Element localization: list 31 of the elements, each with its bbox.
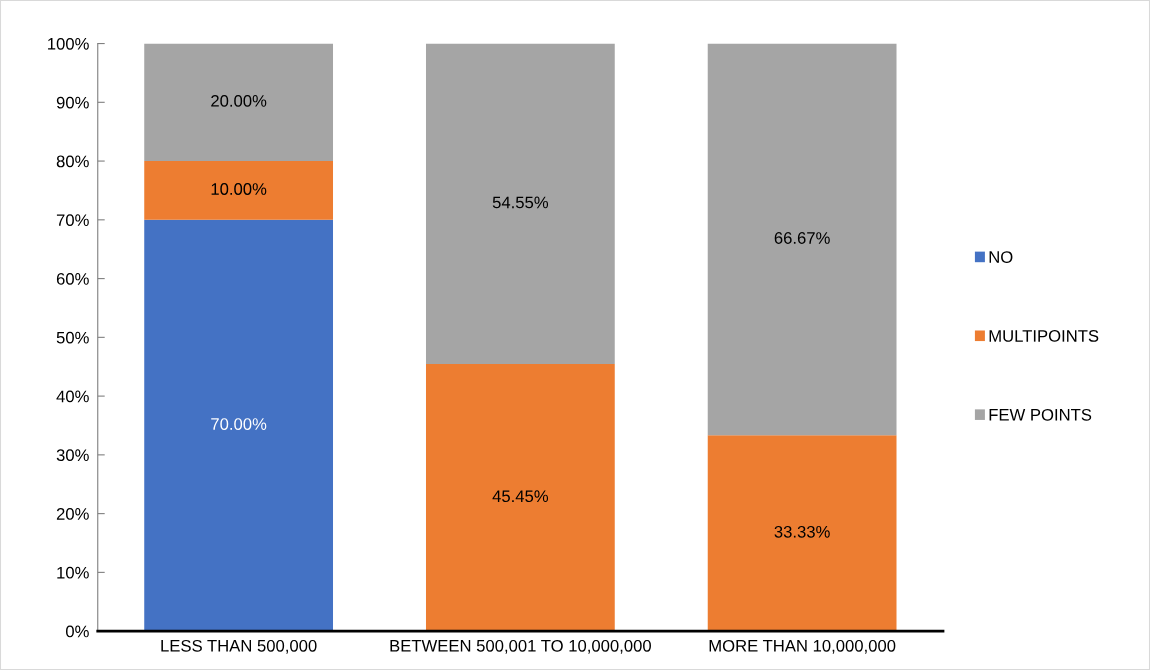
data-label: 45.45% xyxy=(492,490,549,503)
data-label: 54.55% xyxy=(492,196,549,209)
bar xyxy=(144,219,334,632)
y-tick-label: 30% xyxy=(56,449,89,462)
y-tick-label: 100% xyxy=(48,37,89,50)
bar xyxy=(425,364,615,632)
legend-label: FEW POINTS xyxy=(989,408,1092,421)
x-tick-label: BETWEEN 500,001 TO 10,000,000 xyxy=(390,639,651,654)
y-tick-label: 10% xyxy=(57,566,89,579)
bar xyxy=(707,435,897,632)
y-tick-label: 40% xyxy=(56,390,89,403)
y-tick-label: 20% xyxy=(56,508,89,520)
data-label: 66.67% xyxy=(774,232,830,244)
y-tick-label: 80% xyxy=(56,155,89,168)
legend-label: NO xyxy=(989,251,1013,263)
y-tick-label: 70% xyxy=(56,214,89,227)
bar xyxy=(707,43,897,436)
bar xyxy=(144,43,334,162)
bar xyxy=(425,43,615,365)
bar xyxy=(144,161,334,220)
data-label: 20.00% xyxy=(211,94,267,107)
y-tick-label: 90% xyxy=(56,96,89,109)
data-label: 70.00% xyxy=(211,418,267,430)
data-label: 33.33% xyxy=(774,525,830,538)
y-tick-label: 0% xyxy=(65,625,89,638)
legend-label: MULTIPOINTS xyxy=(989,330,1099,342)
x-tick-label: LESS THAN 500,000 xyxy=(161,639,317,654)
x-tick-label: MORE THAN 10,000,000 xyxy=(709,639,896,654)
data-label: 10.00% xyxy=(211,183,267,195)
y-tick-label: 50% xyxy=(56,331,89,344)
y-tick-label: 60% xyxy=(56,272,89,285)
